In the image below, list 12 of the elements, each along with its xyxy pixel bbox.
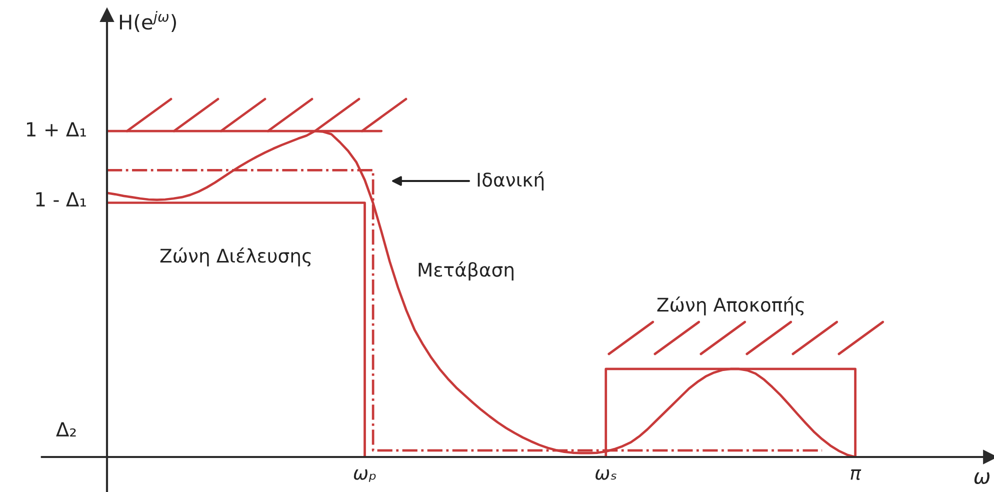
annotation: Μετάβαση [418,262,514,280]
x-tick-label: ωₛ [596,469,616,480]
x-tick-label: ωₚ [354,469,376,482]
annotation: Ιδανική [478,172,544,190]
text: ω [974,472,990,484]
text: Δ₂ [56,422,76,436]
x-tick-label: π [850,469,862,480]
annotation: Ζώνη Αποκοπής [657,296,804,316]
text: 1 - Δ₁ [36,192,86,206]
text: H(e$^{jω}$) [120,10,176,32]
annotation: Ζώνη Διέλευσης [160,248,311,266]
text: 1 + Δ₁ [27,122,86,136]
